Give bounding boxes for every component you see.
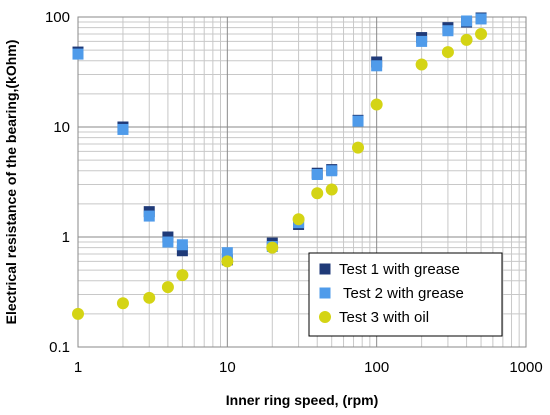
test-2-with-grease-point (326, 165, 338, 177)
test-2-with-grease-point (352, 115, 364, 127)
x-tick-label: 10 (219, 359, 236, 376)
legend-box (308, 252, 503, 337)
test-3-with-oil-point (415, 58, 428, 71)
test-3-with-oil-point (325, 183, 338, 196)
test-3-with-oil-point (176, 269, 189, 282)
test-3-with-oil-point (292, 213, 305, 226)
test-2-with-grease-point (311, 168, 323, 180)
plot-frame (77, 16, 527, 348)
test-2-with-grease-point (72, 48, 84, 60)
legend: Test 1 with grease Test 2 with grease Test… (308, 252, 503, 337)
x-tick-label: 1 (74, 359, 82, 376)
test-3-with-oil-point (143, 291, 156, 304)
test-2-with-grease-point (371, 60, 383, 72)
y-tick-label: 0.1 (49, 339, 70, 356)
test-2-with-grease-point (475, 13, 487, 25)
y-tick-label: 10 (53, 119, 70, 136)
test-2-with-grease-point (143, 210, 155, 222)
test-3-with-oil-point (460, 33, 473, 46)
test-3-with-oil-point (352, 141, 365, 154)
test-3-with-oil-point (161, 281, 174, 294)
x-tick-label: 100 (364, 359, 389, 376)
y-tick-label: 100 (45, 9, 70, 26)
y-axis-title: Electrical resistance of the bearing,(kO… (3, 40, 19, 325)
legend-label-test-3-with-oil: Test 3 with oil (339, 309, 429, 326)
y-tick-label: 1 (62, 229, 70, 246)
test-3-with-oil-point (370, 98, 383, 111)
test-2-with-grease-point (117, 123, 129, 135)
legend-marker-test-1-with-grease (319, 263, 331, 275)
test-3-with-oil-point (311, 187, 324, 200)
test-3-with-oil-point (266, 241, 279, 254)
legend-label-test-2-with-grease: Test 2 with grease (343, 285, 464, 302)
test-2-with-grease-point (416, 35, 428, 47)
test-3-with-oil-point (475, 28, 488, 41)
data-points-layer (72, 12, 488, 320)
test-2-with-grease-point (221, 247, 233, 259)
test-2-with-grease-point (162, 236, 174, 248)
legend-marker-test-2-with-grease (319, 287, 331, 299)
test-3-with-oil-point (221, 255, 234, 268)
legend-marker-test-3-with-oil (319, 311, 331, 323)
test-3-with-oil-point (116, 297, 129, 310)
test-3-with-oil-point (441, 46, 454, 59)
test-1-with-grease-point (176, 245, 188, 257)
test-2-with-grease-point (461, 15, 473, 27)
test-3-with-oil-point (72, 307, 84, 320)
test-2-with-grease-point (176, 239, 188, 251)
x-tick-label: 1000 (509, 359, 542, 376)
x-axis-title: Inner ring speed, (rpm) (226, 392, 378, 408)
test-2-with-grease-point (442, 25, 454, 37)
legend-label-test-1-with-grease: Test 1 with grease (339, 261, 460, 278)
